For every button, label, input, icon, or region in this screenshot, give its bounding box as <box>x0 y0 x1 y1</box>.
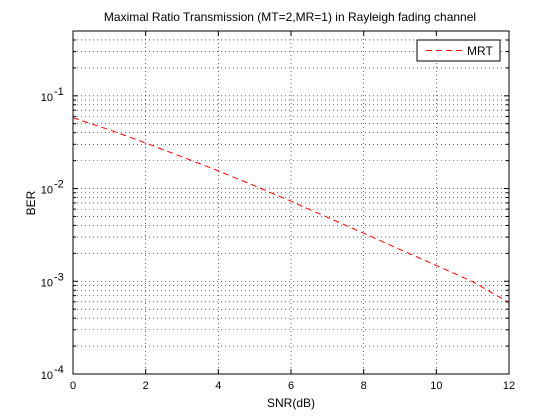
x-tick-label: 0 <box>70 380 76 392</box>
y-tick-labels: 10-410-310-210-1 <box>41 86 64 382</box>
ticks <box>72 30 510 374</box>
legend: MRT <box>416 39 501 62</box>
x-tick-label: 10 <box>430 380 442 392</box>
y-tick-label-exponent: -2 <box>54 179 64 191</box>
legend-label-mrt: MRT <box>467 44 493 58</box>
y-tick-label-base: 10 <box>41 92 53 104</box>
y-tick-label-exponent: -1 <box>54 86 64 98</box>
y-tick-label-exponent: -4 <box>54 364 64 376</box>
plot-background <box>73 31 509 374</box>
y-tick-label: 10 -3 <box>41 271 64 289</box>
x-tick-label: 12 <box>503 380 515 392</box>
x-tick-label: 2 <box>143 380 149 392</box>
y-axis-label: BER <box>24 190 38 215</box>
y-tick-label-base: 10 <box>41 185 53 197</box>
y-tick-label: 10 -4 <box>41 364 64 382</box>
y-tick-label: 10 -1 <box>41 86 64 104</box>
x-tick-labels: 0 2 4 6 8 10 12 <box>70 380 515 392</box>
x-tick-label: 8 <box>361 380 367 392</box>
series-layer <box>72 117 510 303</box>
y-tick-label: 10 -2 <box>41 179 64 197</box>
x-tick-label: 4 <box>215 380 221 392</box>
plot-area <box>73 31 509 374</box>
x-tick-label: 6 <box>288 380 294 392</box>
y-tick-label-exponent: -3 <box>54 271 64 283</box>
y-tick-label-base: 10 <box>41 370 53 382</box>
series-line-mrt <box>72 117 510 303</box>
chart-title: Maximal Ratio Transmission (MT=2,MR=1) i… <box>104 10 476 24</box>
x-axis-label: SNR(dB) <box>267 396 315 410</box>
y-tick-label-base: 10 <box>41 277 53 289</box>
